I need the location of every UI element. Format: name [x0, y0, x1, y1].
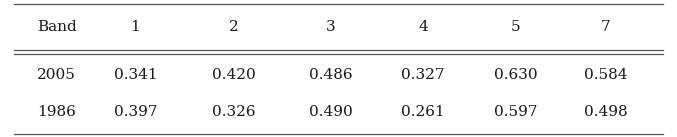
Text: 0.326: 0.326 — [212, 105, 255, 119]
Text: 2005: 2005 — [37, 68, 76, 82]
Text: 0.327: 0.327 — [401, 68, 445, 82]
Text: 0.341: 0.341 — [114, 68, 157, 82]
Text: 0.597: 0.597 — [494, 105, 538, 119]
Text: 0.498: 0.498 — [584, 105, 628, 119]
Text: 0.630: 0.630 — [494, 68, 538, 82]
Text: 7: 7 — [601, 20, 611, 34]
Text: 4: 4 — [418, 20, 428, 34]
Text: 2: 2 — [229, 20, 238, 34]
Text: 0.420: 0.420 — [212, 68, 255, 82]
Text: 0.584: 0.584 — [584, 68, 628, 82]
Text: 3: 3 — [326, 20, 335, 34]
Text: 0.397: 0.397 — [114, 105, 157, 119]
Text: 0.261: 0.261 — [401, 105, 445, 119]
Text: Band: Band — [37, 20, 77, 34]
Text: 1: 1 — [131, 20, 140, 34]
Text: 5: 5 — [511, 20, 521, 34]
Text: 0.486: 0.486 — [309, 68, 352, 82]
Text: 0.490: 0.490 — [309, 105, 352, 119]
Text: 1986: 1986 — [37, 105, 76, 119]
